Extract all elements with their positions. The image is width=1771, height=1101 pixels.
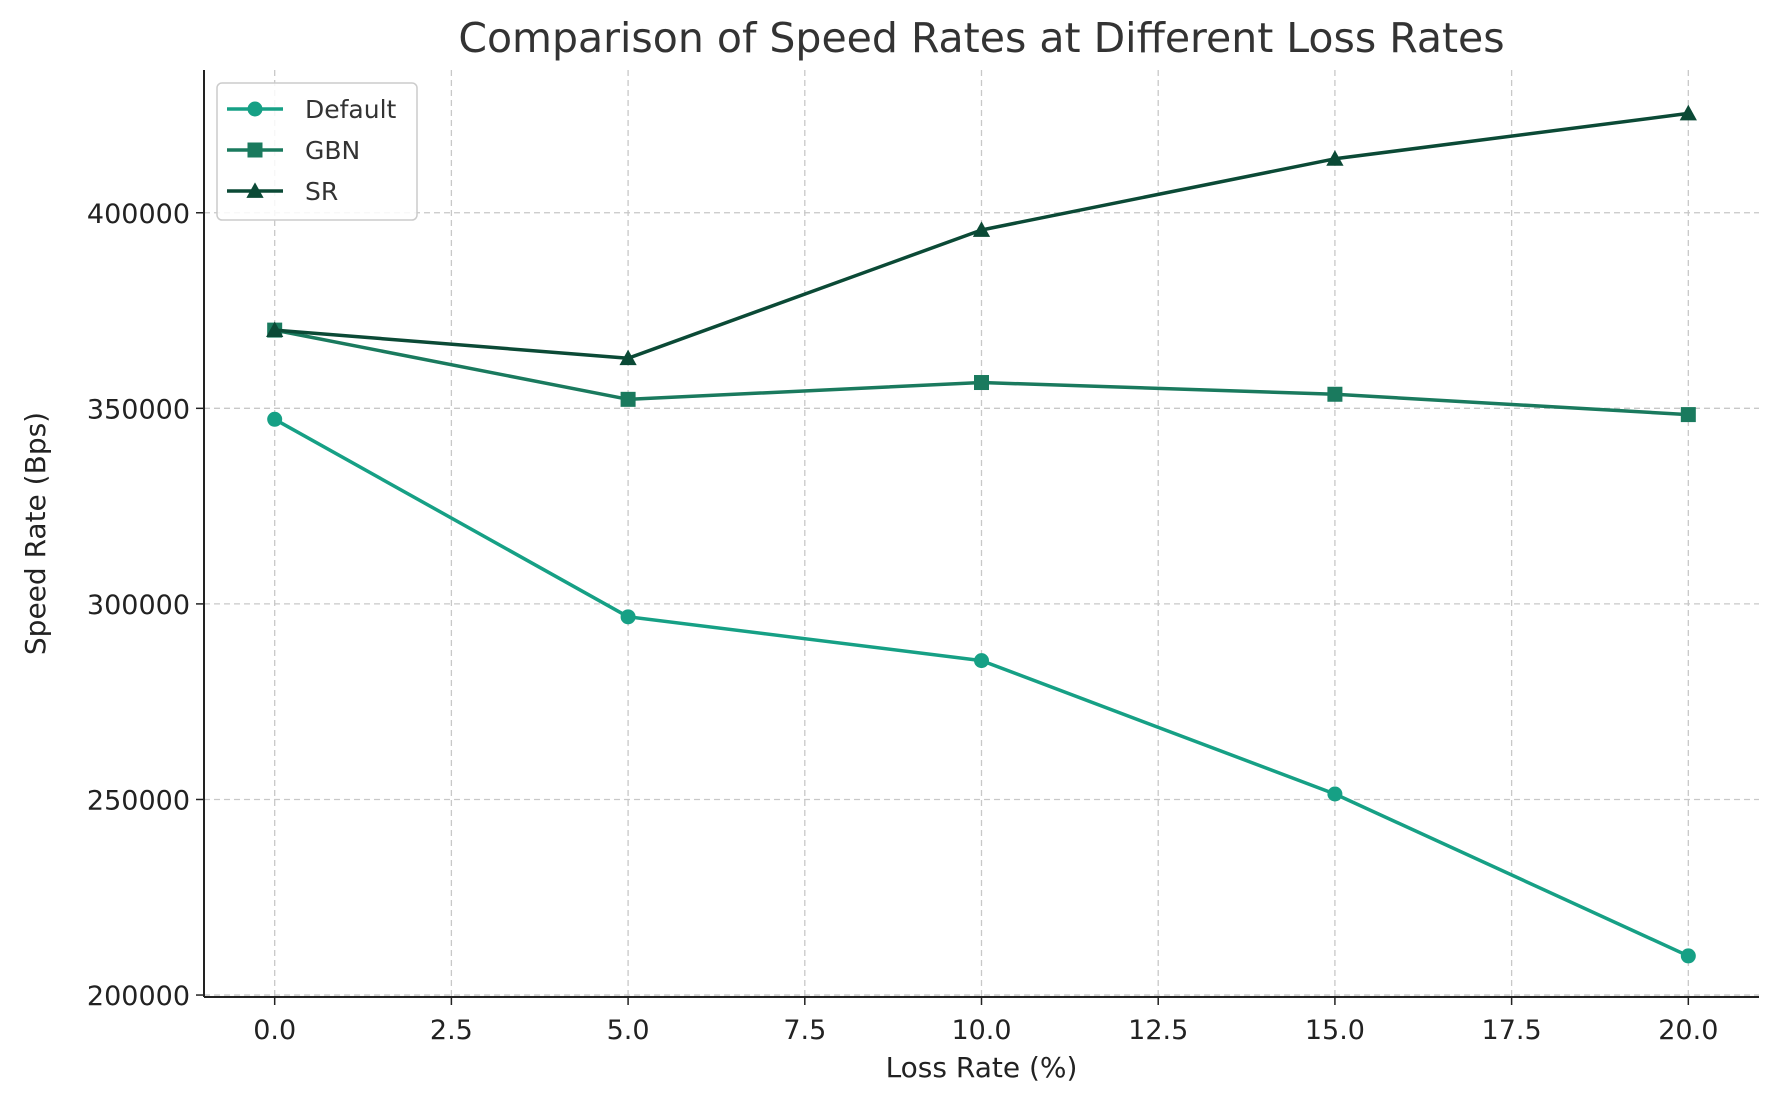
x-tick-label: 12.5 — [1128, 1015, 1188, 1046]
x-axis-label: Loss Rate (%) — [886, 1051, 1078, 1084]
data-point-gbn — [620, 391, 636, 407]
data-point-default — [1327, 786, 1343, 802]
axes — [196, 70, 1759, 1005]
x-tick-label: 0.0 — [253, 1015, 296, 1046]
data-point-default — [1680, 948, 1696, 964]
data-point-sr — [1326, 150, 1344, 166]
legend: Default GBN SR — [216, 82, 418, 221]
x-tick-label: 15.0 — [1305, 1015, 1365, 1046]
legend-marker-sr — [246, 182, 264, 198]
tick-labels: 0.0 2.5 5.0 7.5 10.0 12.5 15.0 17.5 20.0 200000 25… — [87, 199, 1718, 1046]
series — [266, 104, 1697, 964]
series-default — [267, 411, 1696, 964]
x-tick-label: 2.5 — [430, 1015, 473, 1046]
data-point-gbn — [974, 375, 989, 391]
chart-title: Comparison of Speed Rates at Different L… — [458, 14, 1504, 62]
series-gbn — [267, 322, 1696, 423]
data-point-gbn — [1680, 407, 1696, 423]
y-tick-label: 400000 — [87, 199, 190, 230]
y-tick-label: 250000 — [87, 785, 190, 816]
data-point-sr — [1679, 104, 1697, 121]
data-point-default — [974, 653, 989, 669]
series-sr — [266, 104, 1697, 366]
legend-label-sr: SR — [305, 177, 338, 206]
legend-item-sr: SR — [227, 177, 338, 206]
x-tick-label: 7.5 — [783, 1015, 826, 1046]
x-tick-label: 20.0 — [1658, 1015, 1718, 1046]
grid — [204, 70, 1759, 997]
data-point-gbn — [1327, 386, 1343, 402]
data-point-sr — [619, 349, 637, 366]
y-tick-label: 350000 — [87, 394, 190, 425]
y-tick-label: 300000 — [87, 590, 190, 621]
data-point-default — [620, 609, 636, 625]
data-point-sr — [972, 221, 991, 237]
x-tick-label: 10.0 — [951, 1015, 1011, 1046]
data-point-default — [267, 411, 283, 427]
x-tick-label: 17.5 — [1482, 1015, 1542, 1046]
legend-box — [216, 82, 418, 221]
legend-label-gbn: GBN — [305, 136, 360, 165]
legend-item-gbn: GBN — [227, 136, 360, 165]
legend-item-default: Default — [227, 95, 397, 124]
y-axis-label: Speed Rate (Bps) — [19, 412, 52, 655]
legend-label-default: Default — [305, 95, 397, 124]
legend-marker-gbn — [247, 142, 263, 158]
y-tick-label: 200000 — [87, 981, 190, 1012]
legend-marker-default — [247, 101, 263, 117]
data-point-sr — [266, 321, 284, 338]
x-tick-label: 5.0 — [607, 1015, 650, 1046]
